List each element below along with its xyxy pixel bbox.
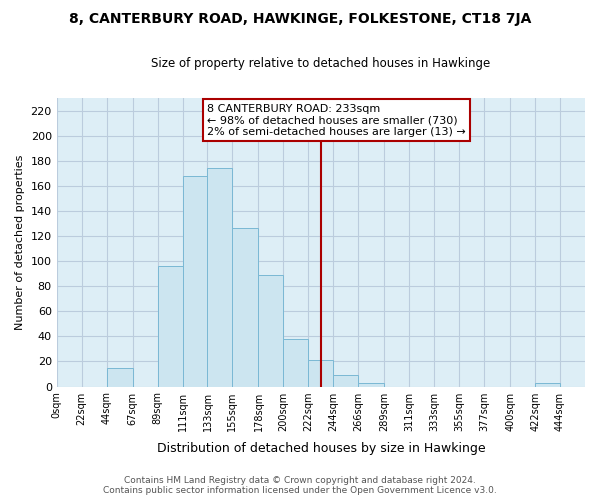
- Title: Size of property relative to detached houses in Hawkinge: Size of property relative to detached ho…: [151, 58, 490, 70]
- Bar: [182, 176, 208, 386]
- Bar: [283, 339, 308, 386]
- Bar: [308, 360, 334, 386]
- Bar: [232, 228, 259, 386]
- Text: 8 CANTERBURY ROAD: 233sqm
← 98% of detached houses are smaller (730)
2% of semi-: 8 CANTERBURY ROAD: 233sqm ← 98% of detac…: [207, 104, 466, 137]
- Bar: [208, 168, 232, 386]
- Bar: [535, 383, 560, 386]
- Bar: [259, 275, 283, 386]
- Text: 8, CANTERBURY ROAD, HAWKINGE, FOLKESTONE, CT18 7JA: 8, CANTERBURY ROAD, HAWKINGE, FOLKESTONE…: [69, 12, 531, 26]
- Text: Contains HM Land Registry data © Crown copyright and database right 2024.
Contai: Contains HM Land Registry data © Crown c…: [103, 476, 497, 495]
- X-axis label: Distribution of detached houses by size in Hawkinge: Distribution of detached houses by size …: [157, 442, 485, 455]
- Bar: [158, 266, 182, 386]
- Bar: [358, 383, 385, 386]
- Y-axis label: Number of detached properties: Number of detached properties: [15, 154, 25, 330]
- Bar: [107, 368, 133, 386]
- Bar: [334, 375, 358, 386]
